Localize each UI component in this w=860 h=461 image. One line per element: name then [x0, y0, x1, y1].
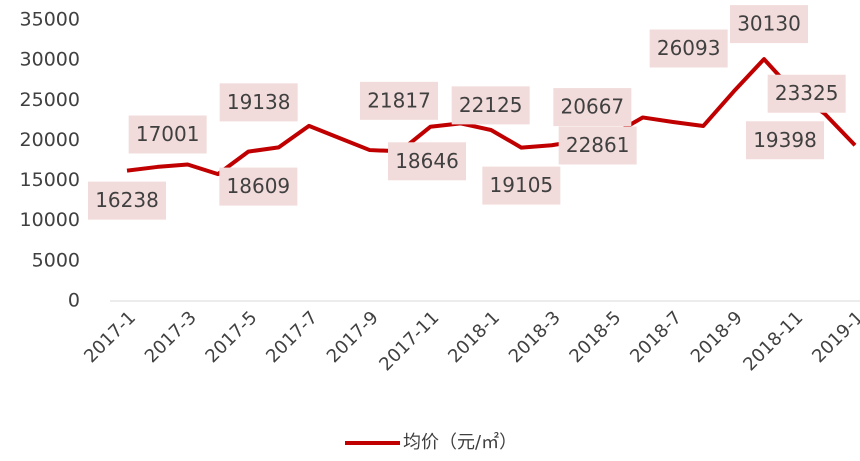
y-tick-label: 30000 — [20, 49, 80, 71]
data-label-box — [730, 5, 808, 44]
data-label-group: 18609 — [219, 167, 298, 206]
x-tick-label: 2017-9 — [323, 307, 383, 367]
data-label: 22125 — [459, 93, 523, 117]
data-label: 18609 — [227, 174, 291, 198]
x-tick-label: 2017-1 — [80, 307, 140, 367]
x-tick-label: 2018-7 — [626, 307, 686, 367]
data-label-box — [558, 126, 637, 165]
x-tick-label: 2017-7 — [262, 307, 322, 367]
data-label: 19398 — [753, 128, 817, 152]
data-label: 26093 — [657, 36, 721, 60]
x-tick-label: 2018-3 — [505, 307, 565, 367]
data-label: 20667 — [561, 95, 625, 119]
x-tick-label: 2018-1 — [444, 307, 504, 367]
data-label: 17001 — [136, 122, 200, 146]
y-tick-label: 35000 — [20, 9, 80, 31]
x-tick-label: 2018-9 — [687, 307, 747, 367]
y-tick-label: 25000 — [20, 89, 80, 111]
x-tick-label: 2017-5 — [201, 307, 261, 367]
data-label-box — [767, 74, 846, 113]
data-label-group: 22861 — [558, 126, 637, 165]
x-tick-label: 2017-11 — [375, 307, 443, 375]
y-tick-label: 5000 — [32, 249, 80, 271]
data-label-group: 16238 — [88, 181, 166, 220]
data-label: 22861 — [566, 133, 630, 157]
data-label-box — [219, 167, 298, 206]
data-label-box — [482, 166, 561, 205]
data-label-box — [451, 86, 530, 125]
series-line — [126, 57, 857, 177]
legend-label: 均价（元/㎡） — [403, 431, 517, 453]
x-tick-label: 2019-1 — [808, 307, 860, 367]
data-label-box — [88, 181, 166, 220]
data-label-box — [746, 121, 824, 160]
data-label-group: 23325 — [767, 74, 846, 113]
data-label: 19138 — [227, 90, 291, 114]
x-tick-label: 2018-11 — [739, 307, 807, 375]
y-tick-label: 15000 — [20, 169, 80, 191]
data-label-group: 20667 — [553, 88, 632, 127]
data-label-group: 21817 — [360, 81, 438, 120]
data-label-box — [128, 115, 207, 154]
data-label: 30130 — [737, 12, 801, 36]
data-label: 19105 — [490, 173, 554, 197]
y-tick-label: 20000 — [20, 129, 80, 151]
data-label-group: 30130 — [730, 5, 808, 44]
data-label: 23325 — [775, 81, 839, 105]
data-label-group: 26093 — [649, 29, 728, 68]
data-label-box — [553, 88, 632, 127]
data-label-group: 19138 — [219, 83, 298, 122]
data-label-group: 19398 — [746, 121, 824, 160]
data-label: 21817 — [367, 88, 431, 112]
data-label-box — [360, 81, 438, 120]
data-label-group: 18646 — [388, 142, 466, 181]
y-tick-label: 10000 — [20, 209, 80, 231]
x-tick-label: 2018-5 — [565, 307, 625, 367]
data-label-group: 17001 — [128, 115, 207, 154]
data-label-box — [219, 83, 298, 122]
y-tick-label: 0 — [68, 290, 80, 312]
data-label-group: 22125 — [451, 86, 530, 125]
x-tick-label: 2017-3 — [141, 307, 201, 367]
data-label-group: 19105 — [482, 166, 561, 205]
data-label-box — [388, 142, 466, 181]
data-label: 16238 — [95, 188, 159, 212]
data-label: 18646 — [395, 149, 459, 173]
data-label-box — [649, 29, 728, 68]
